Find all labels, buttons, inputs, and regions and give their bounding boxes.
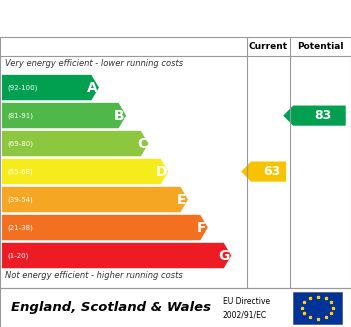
Text: Energy Efficiency Rating: Energy Efficiency Rating [11,11,232,26]
Polygon shape [2,187,188,213]
Bar [293,291,342,324]
Text: EU Directive: EU Directive [223,298,270,306]
Text: E: E [177,193,187,207]
Text: F: F [197,220,206,234]
Text: C: C [137,137,147,151]
Text: Not energy efficient - higher running costs: Not energy efficient - higher running co… [5,271,183,280]
Text: (21-38): (21-38) [7,224,33,231]
Text: A: A [87,81,98,95]
Polygon shape [2,215,208,241]
Text: (39-54): (39-54) [7,196,33,203]
Polygon shape [283,106,346,126]
Text: 2002/91/EC: 2002/91/EC [223,310,267,319]
Text: 83: 83 [314,109,332,122]
Text: (92-100): (92-100) [7,84,38,91]
Polygon shape [2,103,126,129]
Text: D: D [155,164,167,179]
Polygon shape [2,130,149,157]
Polygon shape [2,75,99,101]
Text: (69-80): (69-80) [7,140,33,147]
Polygon shape [241,162,286,182]
Polygon shape [2,159,168,184]
Text: England, Scotland & Wales: England, Scotland & Wales [11,301,211,314]
Text: Current: Current [249,42,288,51]
Text: G: G [219,249,230,263]
Text: (81-91): (81-91) [7,112,33,119]
Polygon shape [2,243,232,268]
Text: (55-68): (55-68) [7,168,33,175]
Text: (1-20): (1-20) [7,252,28,259]
Text: 63: 63 [263,165,281,178]
Text: Very energy efficient - lower running costs: Very energy efficient - lower running co… [5,59,183,68]
Text: Potential: Potential [297,42,344,51]
Text: B: B [114,109,125,123]
